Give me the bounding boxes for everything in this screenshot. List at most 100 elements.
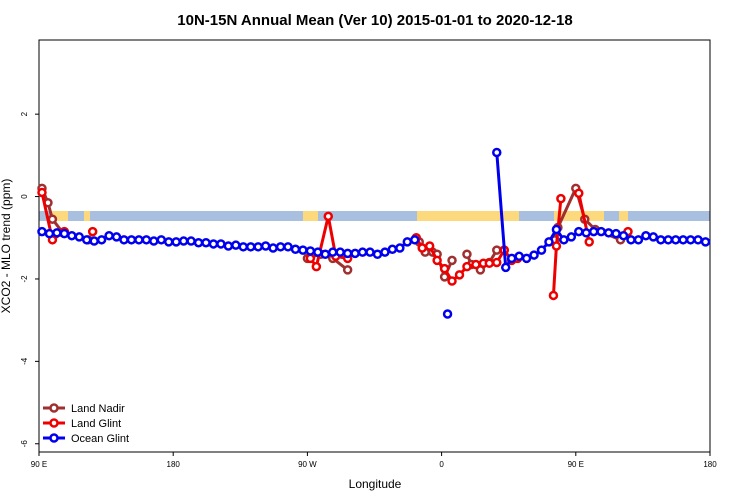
data-point [342, 265, 353, 275]
data-point [581, 228, 591, 238]
x-tick-label: 0 [439, 460, 444, 469]
data-point [253, 242, 263, 252]
data-point [402, 237, 413, 247]
data-point [238, 242, 249, 252]
data-point [305, 253, 316, 264]
data-point [603, 228, 614, 238]
data-point [492, 147, 502, 158]
y-axis-label: XCO2 - MLO trend (ppm) [0, 179, 13, 314]
data-point [44, 228, 55, 239]
series-line [495, 152, 706, 272]
data-point [178, 236, 189, 246]
data-point [588, 226, 599, 237]
data-point [193, 237, 204, 248]
data-point [693, 235, 703, 245]
y-tick-label: 0 [20, 194, 29, 199]
plot-frame [38, 39, 711, 453]
legend-label: Ocean Glint [71, 433, 129, 445]
data-point [275, 242, 286, 252]
data-point [548, 290, 559, 301]
legend-marker [49, 403, 59, 413]
data-point [74, 232, 85, 242]
land-mask [39, 211, 710, 221]
data-point [492, 257, 502, 268]
data-point [305, 246, 316, 256]
data-point [417, 243, 427, 253]
x-tick-label: 90 E [31, 460, 47, 469]
data-point [342, 248, 353, 259]
data-point [559, 235, 569, 245]
ocean-strip [39, 211, 710, 221]
data-point [134, 235, 144, 245]
data-point [357, 247, 368, 257]
data-point [141, 235, 152, 245]
data-point [648, 232, 659, 242]
data-point [626, 235, 636, 245]
data-point [633, 235, 644, 245]
legend-marker [49, 418, 59, 428]
data-point [201, 237, 211, 248]
land-region [417, 211, 519, 221]
data-point [447, 255, 457, 266]
data-point [454, 270, 465, 280]
data-point [260, 241, 271, 251]
data-point [447, 276, 457, 286]
data-point [656, 235, 666, 245]
data-point [313, 247, 323, 257]
data-point [700, 237, 711, 247]
data-point [290, 244, 301, 255]
land-region [619, 211, 628, 221]
x-axis-label: Longitude [349, 477, 402, 491]
data-point [163, 237, 174, 247]
data-point [462, 261, 472, 272]
data-point [104, 230, 114, 241]
x-tick-label: 180 [167, 460, 181, 469]
data-point [119, 235, 129, 245]
data-point [678, 235, 688, 245]
data-point [618, 230, 629, 241]
data-point [556, 193, 566, 204]
data-point [87, 226, 98, 237]
data-point [52, 228, 62, 238]
data-point [327, 247, 338, 257]
data-point [37, 226, 47, 237]
data-point [323, 211, 334, 222]
data-point [574, 188, 584, 199]
data-point [439, 263, 450, 274]
data-point [81, 235, 92, 245]
y-tick-label: -2 [20, 275, 29, 283]
data-point [268, 243, 278, 253]
land-region [303, 211, 318, 221]
data-point [551, 224, 562, 235]
data-point [149, 236, 159, 246]
data-point [442, 309, 453, 319]
data-point [521, 253, 532, 264]
data-point [410, 235, 420, 245]
y-tick-label: -4 [20, 357, 29, 365]
data-point [283, 242, 293, 252]
data-point [216, 239, 226, 249]
data-point [663, 235, 673, 245]
data-point [380, 247, 390, 257]
x-tick-label: 180 [703, 460, 717, 469]
legend-marker [49, 433, 59, 443]
data-point [89, 236, 99, 246]
data-point [67, 230, 77, 241]
legend-label: Land Nadir [71, 403, 125, 415]
data-point [231, 240, 241, 250]
data-point [462, 249, 472, 259]
data-point [395, 243, 405, 253]
data-point [372, 249, 383, 259]
x-tick-label: 90 W [298, 460, 317, 469]
data-point [492, 245, 502, 255]
data-point [365, 247, 375, 257]
data-point [335, 247, 345, 257]
data-point [432, 255, 442, 266]
land-region [50, 211, 68, 221]
data-point [596, 226, 606, 237]
data-point [544, 237, 554, 247]
land-region [84, 211, 90, 221]
x-tick-label: 90 E [568, 460, 584, 469]
data-point [320, 249, 331, 259]
